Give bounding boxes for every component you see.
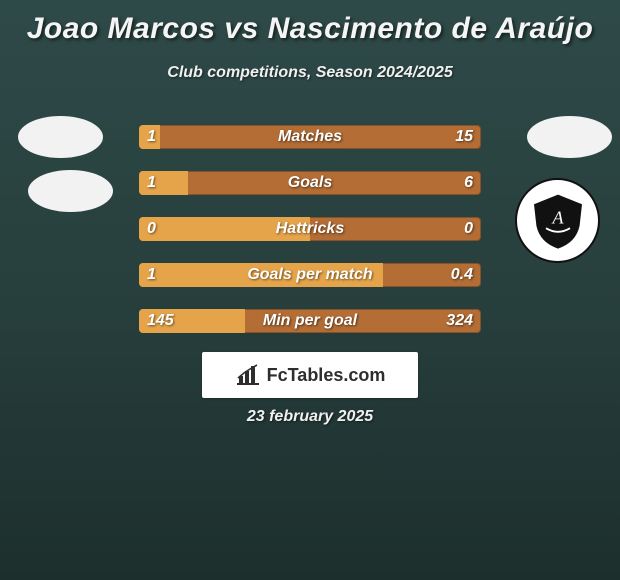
stat-row: 115Matches <box>139 118 481 156</box>
stat-label: Matches <box>139 118 481 156</box>
comparison-subtitle: Club competitions, Season 2024/2025 <box>0 64 620 82</box>
player-left-badge-placeholder-2 <box>28 170 113 212</box>
stat-row: 145324Min per goal <box>139 302 481 340</box>
stat-row: 10.4Goals per match <box>139 256 481 294</box>
snapshot-date: 23 february 2025 <box>0 408 620 426</box>
shield-icon: A <box>528 191 588 251</box>
branding-text: FcTables.com <box>267 365 386 386</box>
svg-text:A: A <box>551 207 564 227</box>
player-left-badge-placeholder-1 <box>18 116 103 158</box>
stat-row: 16Goals <box>139 164 481 202</box>
player-right-club-badge: A <box>515 178 600 263</box>
stat-label: Goals <box>139 164 481 202</box>
bar-chart-icon <box>235 364 261 386</box>
stat-label: Goals per match <box>139 256 481 294</box>
branding-box: FcTables.com <box>202 352 418 398</box>
comparison-bar-chart: 115Matches 16Goals 00Hattricks 10.4Goals pe… <box>139 118 481 348</box>
stat-row: 00Hattricks <box>139 210 481 248</box>
comparison-title: Joao Marcos vs Nascimento de Araújo <box>0 0 620 46</box>
stat-label: Hattricks <box>139 210 481 248</box>
player-right-badge-placeholder-1 <box>527 116 612 158</box>
stat-label: Min per goal <box>139 302 481 340</box>
